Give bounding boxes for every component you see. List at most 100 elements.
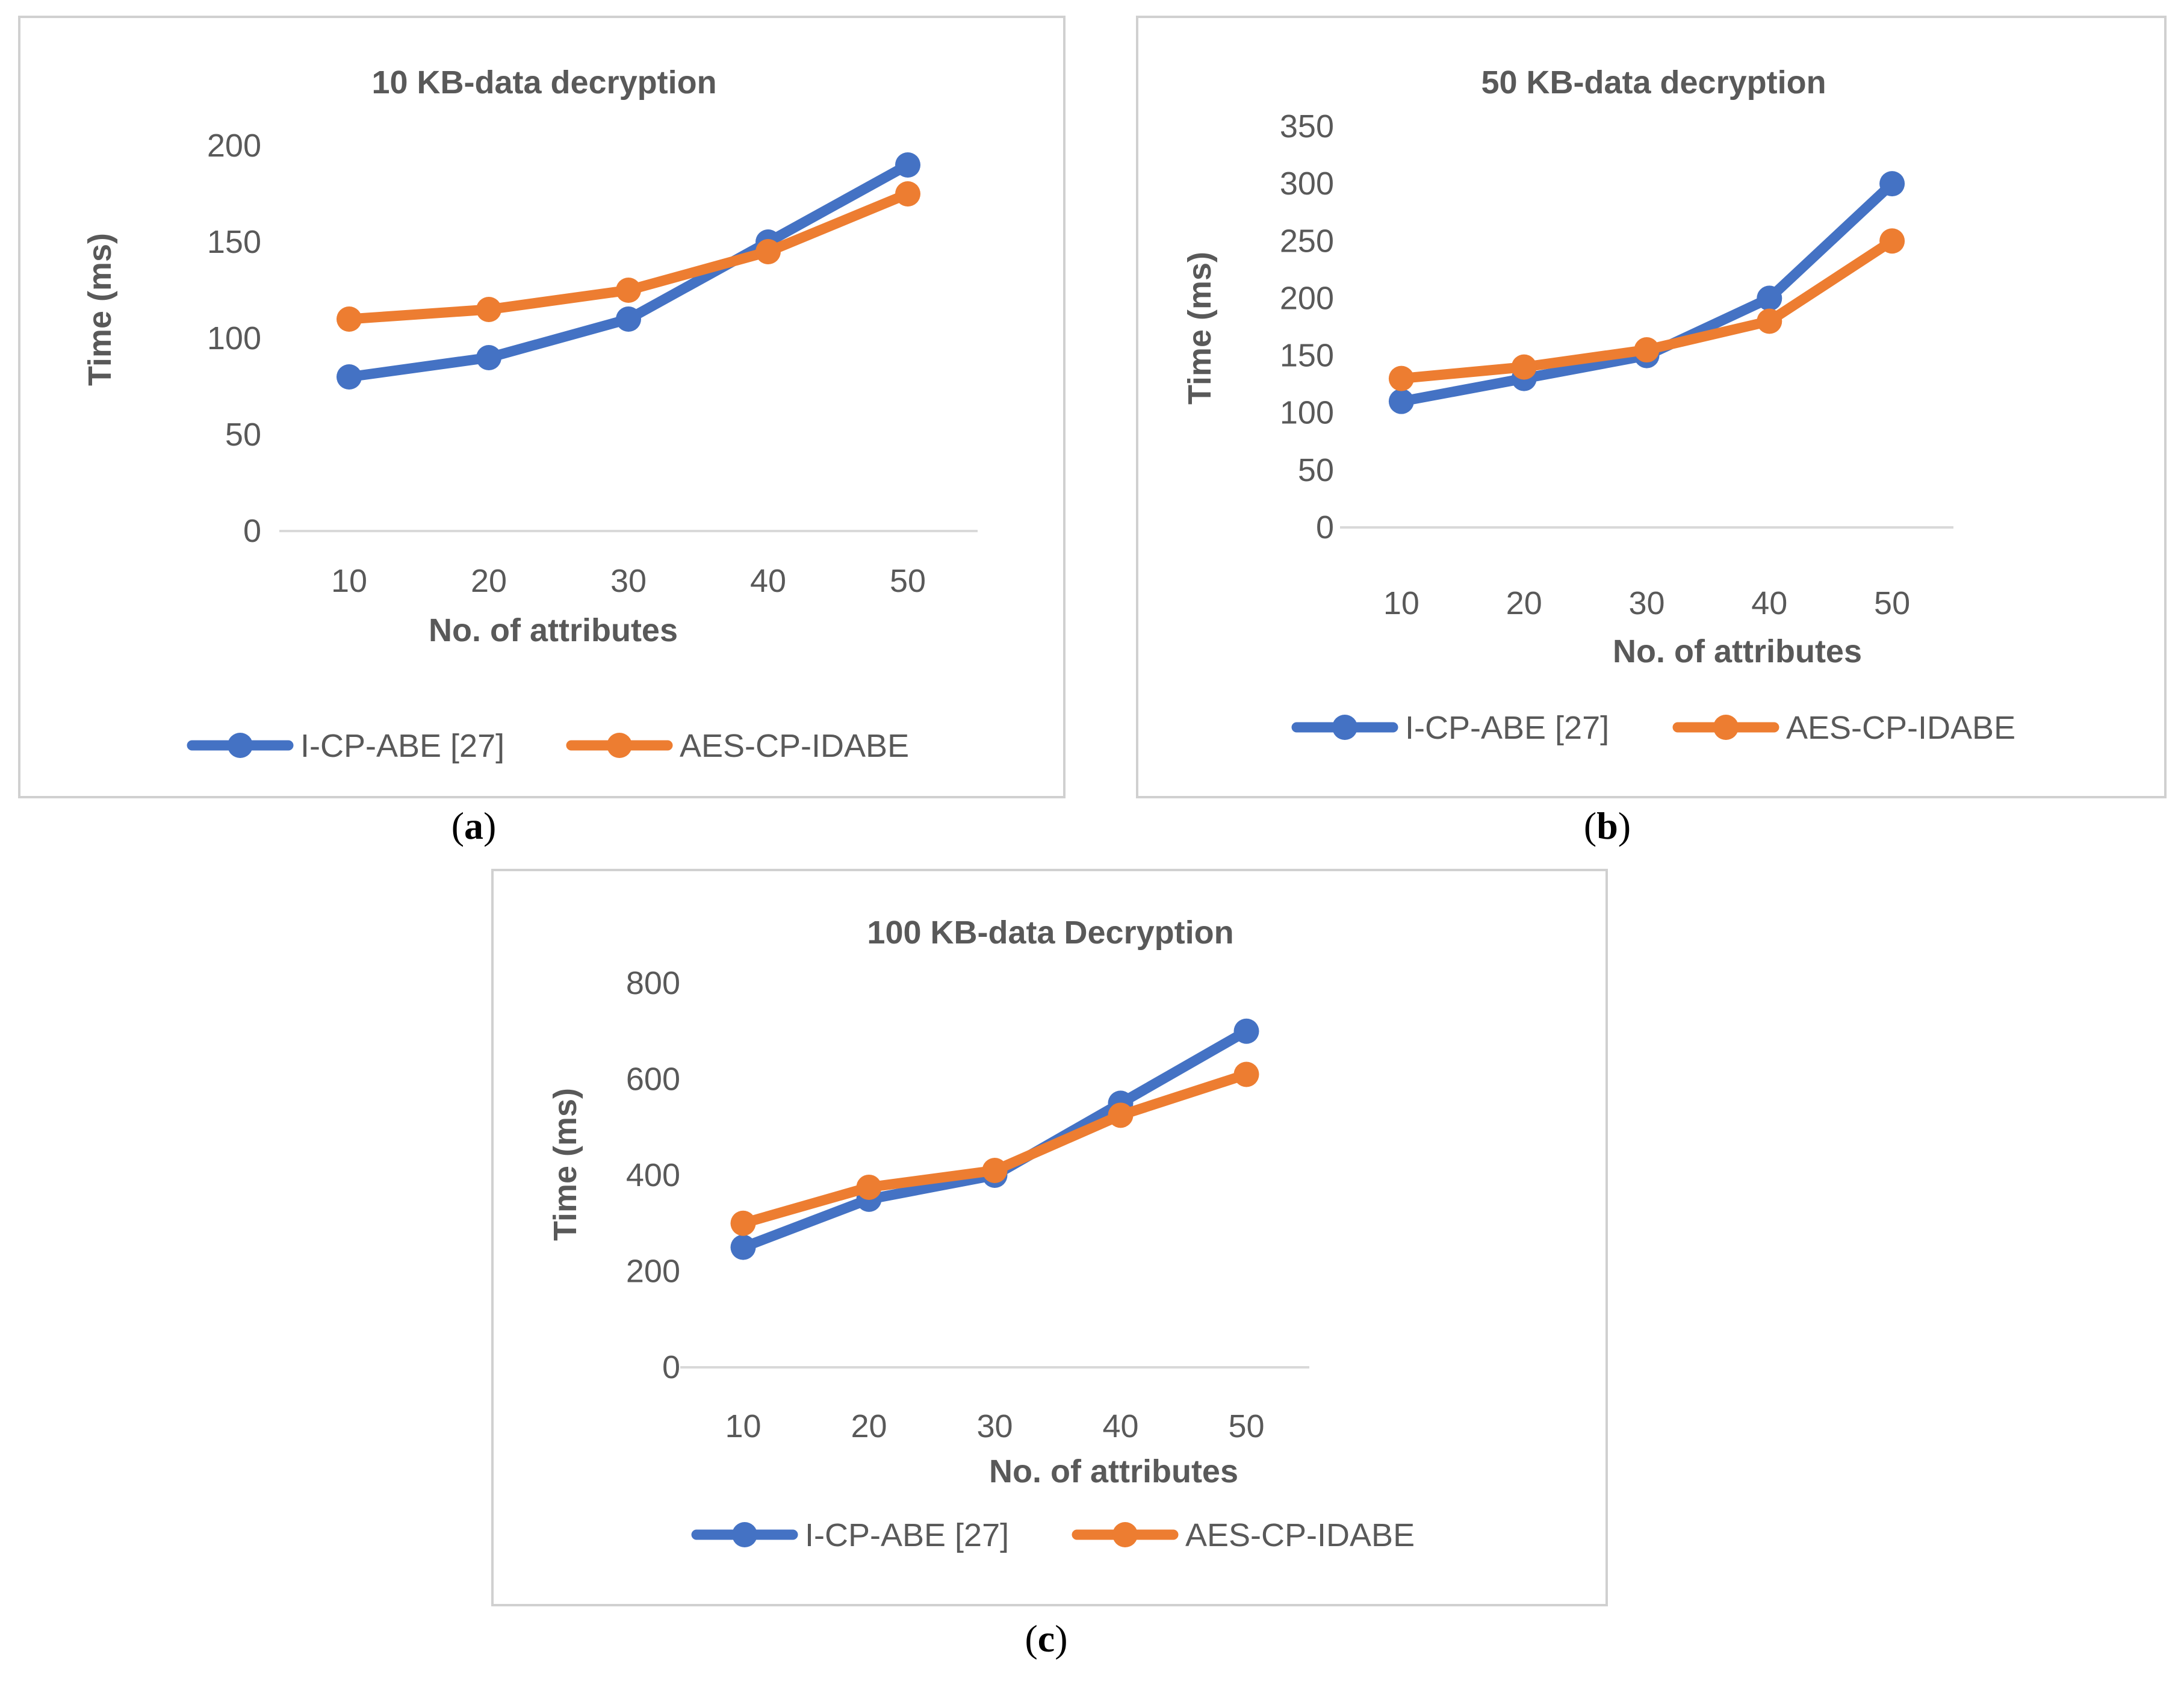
data-point xyxy=(856,1174,882,1200)
x-tick-label: 40 xyxy=(750,563,786,599)
x-axis-label: No. of attributes xyxy=(1613,633,1862,670)
y-tick-label: 200 xyxy=(626,1254,680,1290)
legend: I-CP-ABE [27] AES-CP-IDABE xyxy=(1291,710,2015,746)
y-tick-label: 0 xyxy=(243,513,261,549)
data-point xyxy=(730,1210,756,1236)
chart-panel-b: 50 KB-data decryption Time (ms) No. of a… xyxy=(1136,16,2167,798)
x-axis-label: No. of attributes xyxy=(429,612,678,648)
chart-panel-a: 10 KB-data decryption Time (ms) No. of a… xyxy=(18,16,1066,798)
data-point xyxy=(476,345,501,370)
data-point xyxy=(982,1158,1008,1184)
y-axis-label: Time (ms) xyxy=(82,233,118,386)
data-point xyxy=(1757,285,1782,311)
plot-area: 0 50 100 150 200 250 300 350 10 20 30 40 50 xyxy=(1280,108,1953,621)
data-point xyxy=(476,297,501,322)
caption-letter: a xyxy=(464,804,483,847)
svg-text:100 KB-data Decryption: 100 KB-data Decryption xyxy=(867,915,1233,951)
legend: I-CP-ABE [27] AES-CP-IDABE xyxy=(691,1517,1415,1553)
y-tick-label: 400 xyxy=(626,1157,680,1193)
legend-label: AES-CP-IDABE xyxy=(1786,710,2015,746)
data-point xyxy=(1233,1061,1259,1087)
x-tick-label: 50 xyxy=(1228,1408,1264,1444)
chart-title: 10 KB-data decryption xyxy=(371,64,716,101)
data-point xyxy=(1879,171,1905,197)
y-axis-label: Time (ms) xyxy=(547,1088,583,1241)
svg-text:Time (ms): Time (ms) xyxy=(547,1088,583,1241)
data-point xyxy=(1388,365,1414,391)
x-axis-label: No. of attributes xyxy=(989,1453,1238,1490)
caption-b: (b) xyxy=(1583,804,1631,847)
y-tick-label: 200 xyxy=(1280,280,1334,316)
y-tick-label: 150 xyxy=(1280,338,1334,374)
y-tick-label: 800 xyxy=(626,965,680,1001)
y-tick-label: 0 xyxy=(1316,509,1334,545)
data-point xyxy=(1511,354,1537,380)
chart-title: 100 KB-data Decryption xyxy=(867,915,1233,951)
y-tick-label: 350 xyxy=(1280,108,1334,144)
y-tick-label: 200 xyxy=(207,128,261,164)
chart-title: 50 KB-data decryption xyxy=(1481,64,1826,101)
series-line-2 xyxy=(738,1069,1252,1229)
legend-label: AES-CP-IDABE xyxy=(680,728,909,764)
caption-letter: c xyxy=(1037,1617,1055,1660)
data-point xyxy=(337,364,362,390)
data-point xyxy=(616,278,641,303)
data-point xyxy=(730,1234,756,1260)
x-tick-label: 40 xyxy=(1102,1408,1138,1444)
x-tick-label: 20 xyxy=(1506,585,1542,621)
legend-marker xyxy=(228,733,253,758)
x-tick-label: 30 xyxy=(976,1408,1013,1444)
data-point xyxy=(895,152,920,178)
caption-a: (a) xyxy=(451,804,497,847)
data-point xyxy=(1757,308,1782,334)
data-point xyxy=(1388,388,1414,414)
legend-label: I-CP-ABE [27] xyxy=(1405,710,1609,746)
data-point xyxy=(337,306,362,332)
y-tick-label: 150 xyxy=(207,224,261,260)
x-tick-label: 10 xyxy=(1383,585,1419,621)
legend-label: AES-CP-IDABE xyxy=(1185,1517,1415,1553)
chart-svg-c: 100 KB-data Decryption Time (ms) No. of … xyxy=(547,915,1415,1553)
caption-letter: b xyxy=(1596,804,1618,847)
data-point xyxy=(755,239,781,264)
x-tick-label: 50 xyxy=(1874,585,1910,621)
data-point xyxy=(616,306,641,332)
y-tick-label: 600 xyxy=(626,1061,680,1098)
svg-text:No. of attributes: No. of attributes xyxy=(429,612,678,648)
legend-marker xyxy=(607,733,632,758)
y-axis-label: Time (ms) xyxy=(1182,252,1218,405)
x-tick-label: 30 xyxy=(1628,585,1664,621)
legend-label: I-CP-ABE [27] xyxy=(300,728,504,764)
legend-marker xyxy=(1332,715,1357,740)
chart-svg-a: 10 KB-data decryption Time (ms) No. of a… xyxy=(82,64,978,764)
series-line-1 xyxy=(344,160,913,382)
x-tick-label: 50 xyxy=(890,563,926,599)
series-line-1 xyxy=(738,1026,1252,1253)
data-point xyxy=(1879,228,1905,254)
svg-text:No. of attributes: No. of attributes xyxy=(989,1453,1238,1490)
legend-marker xyxy=(1713,715,1739,740)
y-tick-label: 50 xyxy=(1298,452,1334,488)
x-tick-label: 20 xyxy=(471,563,507,599)
plot-area: 0 50 100 150 200 10 20 30 40 50 xyxy=(207,128,978,599)
y-tick-label: 300 xyxy=(1280,166,1334,202)
x-tick-label: 10 xyxy=(725,1408,761,1444)
chart-svg-b: 50 KB-data decryption Time (ms) No. of a… xyxy=(1182,64,2015,746)
x-tick-label: 30 xyxy=(610,563,647,599)
svg-text:50 KB-data decryption: 50 KB-data decryption xyxy=(1481,64,1826,101)
y-tick-label: 250 xyxy=(1280,223,1334,259)
caption-c: (c) xyxy=(1025,1617,1068,1660)
svg-text:10 KB-data decryption: 10 KB-data decryption xyxy=(371,64,716,101)
legend-marker xyxy=(732,1522,757,1547)
legend-label: I-CP-ABE [27] xyxy=(805,1517,1009,1553)
plot-area: 0 200 400 600 800 10 20 30 40 50 xyxy=(626,965,1309,1444)
svg-text:Time (ms): Time (ms) xyxy=(1182,252,1218,405)
y-tick-label: 0 xyxy=(662,1349,680,1385)
data-point xyxy=(1108,1102,1134,1128)
y-tick-label: 50 xyxy=(225,417,261,453)
y-tick-label: 100 xyxy=(1280,395,1334,431)
legend: I-CP-ABE [27] AES-CP-IDABE xyxy=(187,728,909,764)
legend-marker xyxy=(1112,1522,1138,1547)
x-tick-label: 40 xyxy=(1751,585,1787,621)
svg-text:No. of attributes: No. of attributes xyxy=(1613,633,1862,670)
